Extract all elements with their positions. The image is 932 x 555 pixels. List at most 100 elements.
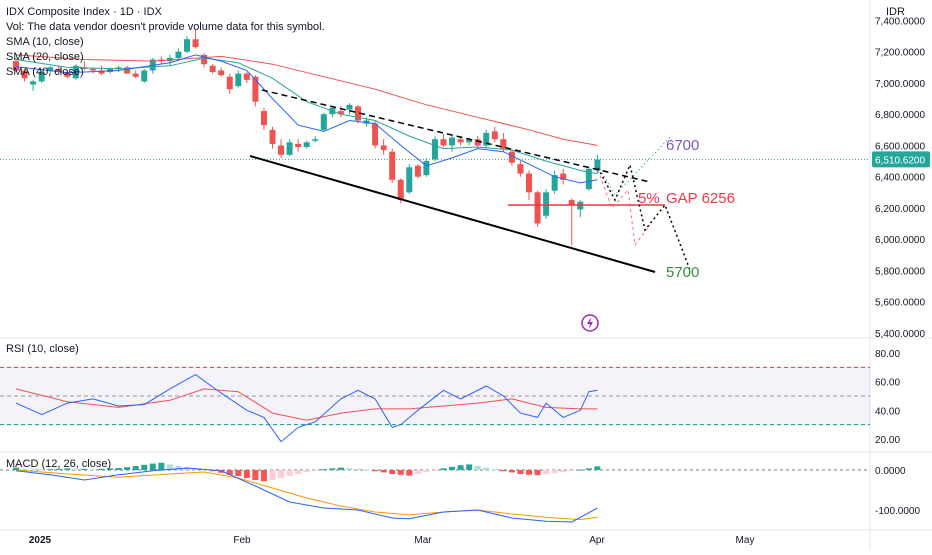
- candle-body: [414, 165, 421, 177]
- price-tick-label: 5,800.0000: [875, 266, 925, 277]
- macd-histogram-bar: [380, 470, 387, 473]
- macd-line: [15, 467, 598, 523]
- candle-body: [115, 67, 122, 69]
- sma40-legend[interactable]: SMA (40, close): [6, 66, 84, 78]
- rsi-ma-line: [15, 388, 598, 421]
- sma10-line: [15, 54, 598, 184]
- x-tick-label: Mar: [414, 535, 432, 546]
- sma20-line: [15, 57, 598, 175]
- candle-body: [98, 70, 105, 74]
- last-price-label: 6,510.6200: [875, 155, 925, 166]
- macd-histogram-bar: [534, 470, 541, 476]
- gap-pct-label: 5%: [638, 190, 660, 207]
- macd-histogram-bar: [278, 470, 285, 478]
- candle-body: [269, 129, 276, 144]
- macd-histogram-bar: [55, 468, 62, 470]
- candle-body: [346, 104, 353, 110]
- sma40-line: [15, 54, 598, 146]
- macd-histogram-bar: [166, 464, 173, 470]
- macd-histogram-bar: [431, 470, 438, 471]
- support-trendline: [249, 155, 656, 273]
- macd-histogram-bar: [560, 470, 567, 472]
- candle-body: [543, 192, 550, 216]
- projection-path-gap: [597, 169, 651, 247]
- macd-histogram-bar: [158, 462, 165, 470]
- sma10-legend[interactable]: SMA (10, close): [6, 36, 84, 48]
- candle-body: [380, 145, 387, 151]
- x-tick-label: Apr: [589, 535, 605, 546]
- candle-body: [21, 70, 28, 79]
- price-tick-label: 6,800.0000: [875, 110, 925, 121]
- candle-body: [526, 173, 532, 193]
- macd-histogram-bar: [184, 467, 190, 470]
- vol-note: Vol: The data vendor doesn't provide vol…: [6, 21, 325, 33]
- candle-body: [474, 139, 481, 146]
- price-tick-label: 7,200.0000: [875, 48, 925, 59]
- candle-body: [38, 72, 45, 82]
- candle-body: [64, 72, 71, 77]
- candle-body: [423, 161, 430, 176]
- macd-histogram-bar: [449, 466, 456, 470]
- candle-body: [13, 61, 19, 71]
- macd-histogram-bar: [312, 470, 319, 471]
- macd-histogram-bar: [149, 463, 156, 470]
- target-low-label: 5700: [666, 264, 699, 281]
- rsi-tick-label: 40.00: [875, 406, 900, 417]
- candle-body: [303, 142, 310, 148]
- macd-histogram-bar: [13, 467, 19, 470]
- price-tick-label: 6,600.0000: [875, 141, 925, 152]
- candle-body: [355, 106, 361, 121]
- candle-body: [363, 120, 370, 124]
- macd-histogram-bar: [226, 470, 233, 475]
- macd-histogram-bar: [286, 470, 293, 476]
- candle-body: [406, 167, 413, 193]
- price-tick-label: 5,400.0000: [875, 329, 925, 340]
- price-tick-label: 6,400.0000: [875, 173, 925, 184]
- macd-histogram-bar: [141, 464, 148, 470]
- rsi-legend[interactable]: RSI (10, close): [6, 343, 79, 355]
- macd-histogram-bar: [551, 470, 558, 474]
- candle-body: [517, 164, 524, 174]
- flash-icon: [581, 314, 599, 332]
- macd-histogram-bar: [107, 468, 114, 470]
- macd-histogram-bar: [508, 470, 515, 473]
- price-tick-label: 6,200.0000: [875, 204, 925, 215]
- candle-body: [491, 131, 498, 140]
- gap-label: GAP 6256: [666, 190, 735, 207]
- macd-histogram-bar: [243, 470, 250, 478]
- macd-tick-label: 0.0000: [875, 466, 906, 477]
- symbol-title[interactable]: IDX Composite Index · 1D · IDX: [6, 6, 162, 18]
- candle-body: [389, 151, 396, 180]
- sma20-legend[interactable]: SMA (20, close): [6, 51, 84, 63]
- projection-path-bear: [597, 162, 691, 271]
- candle-body: [551, 175, 558, 191]
- candle-body: [534, 192, 541, 224]
- macd-histogram-bar: [517, 470, 524, 474]
- macd-histogram-bar: [363, 469, 370, 471]
- macd-histogram-bar: [38, 469, 45, 471]
- macd-histogram-bar: [218, 470, 225, 473]
- currency-label[interactable]: IDR: [886, 6, 905, 18]
- candle-body: [440, 139, 447, 146]
- macd-histogram-bar: [64, 468, 71, 470]
- candle-body: [30, 81, 37, 85]
- macd-histogram-bar: [466, 464, 473, 470]
- macd-histogram-bar: [457, 465, 464, 470]
- candle-body: [508, 151, 515, 163]
- candle-body: [201, 54, 208, 65]
- macd-histogram-bar: [414, 470, 421, 474]
- macd-histogram-bar: [440, 468, 447, 470]
- macd-legend[interactable]: MACD (12, 26, close): [6, 458, 112, 470]
- candle-body: [184, 39, 190, 52]
- macd-histogram-bar: [269, 470, 276, 480]
- macd-histogram-bar: [594, 466, 601, 470]
- price-tick-label: 6,000.0000: [875, 235, 925, 246]
- candle-body: [568, 200, 575, 205]
- candle-body: [449, 137, 456, 146]
- candle-body: [132, 73, 139, 77]
- macd-histogram-bar: [295, 470, 302, 474]
- candle-body: [295, 143, 302, 148]
- last-price-badge: [872, 151, 930, 168]
- macd-histogram-bar: [355, 468, 361, 470]
